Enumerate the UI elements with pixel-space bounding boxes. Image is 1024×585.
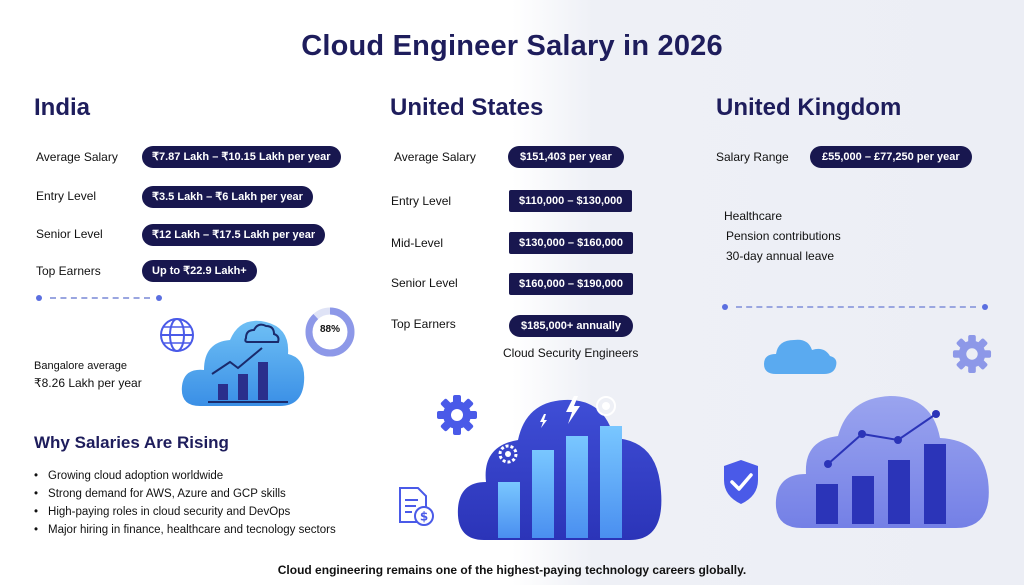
cloud-chart-icon xyxy=(775,396,989,528)
uk-value-range: £55,000 – £77,250 per year xyxy=(810,146,972,168)
city-note: Bangalore average xyxy=(34,360,127,372)
page-title: Cloud Engineer Salary in 2026 xyxy=(301,30,723,62)
lightning-icon xyxy=(540,396,580,428)
india-divider-dot-right xyxy=(156,295,162,301)
why-item: Growing cloud adoption worldwide xyxy=(34,470,336,482)
india-value-top: Up to ₹22.9 Lakh+ xyxy=(142,260,257,282)
us-value-entry: $110,000 – $130,000 xyxy=(509,190,633,212)
gear-icon xyxy=(952,334,992,374)
document-dollar-icon: $ xyxy=(399,487,434,526)
us-value-mid: $130,000 – $160,000 xyxy=(509,232,633,254)
globe-icon xyxy=(160,318,194,352)
gauge-label: 88% xyxy=(319,324,340,335)
why-item: Major hiring in finance, healthcare and … xyxy=(34,524,336,536)
uk-perk: 30-day annual leave xyxy=(726,249,835,263)
us-label-average: Average Salary xyxy=(394,150,476,164)
uk-perk: Pension contributions xyxy=(726,229,841,243)
why-list: Growing cloud adoption worldwide Strong … xyxy=(34,470,336,542)
india-label-entry: Entry Level xyxy=(36,189,97,203)
us-note: Cloud Security Engineers xyxy=(503,346,639,360)
us-label-senior: Senior Level xyxy=(391,276,458,290)
city-value: ₹8.26 Lakh per year xyxy=(34,376,142,390)
india-label-top: Top Earners xyxy=(36,264,101,278)
uk-label-range: Salary Range xyxy=(716,150,789,164)
us-label-mid: Mid-Level xyxy=(391,236,444,250)
us-value-average: $151,403 per year xyxy=(508,146,624,168)
cloud-chart-icon xyxy=(181,320,305,406)
india-divider xyxy=(50,297,150,299)
gear-icon xyxy=(437,395,477,435)
shield-check-icon xyxy=(724,460,758,504)
india-divider-dot-left xyxy=(36,295,42,301)
uk-perk: Healthcare xyxy=(724,209,783,223)
india-value-entry: ₹3.5 Lakh – ₹6 Lakh per year xyxy=(142,186,313,208)
cloud-bars-icon xyxy=(457,396,662,540)
us-value-senior: $160,000 – $190,000 xyxy=(509,273,633,295)
footer-note: Cloud engineering remains one of the hig… xyxy=(277,563,747,577)
uk-divider xyxy=(736,306,976,308)
india-value-senior: ₹12 Lakh – ₹17.5 Lakh per year xyxy=(142,224,326,246)
uk-divider-dot-left xyxy=(722,304,728,310)
why-heading: Why Salaries Are Rising xyxy=(34,433,229,452)
why-item: Strong demand for AWS, Azure and GCP ski… xyxy=(34,488,336,500)
india-heading: India xyxy=(34,94,91,121)
india-label-average: Average Salary xyxy=(36,150,118,164)
us-label-top: Top Earners xyxy=(391,317,456,331)
us-value-top: $185,000+ annually xyxy=(509,315,633,337)
us-heading: United States xyxy=(390,94,544,121)
uk-divider-dot-right xyxy=(982,304,988,310)
progress-gauge xyxy=(305,307,355,357)
uk-heading: United Kingdom xyxy=(716,94,902,121)
svg-text:$: $ xyxy=(420,510,428,524)
why-item: High-paying roles in cloud security and … xyxy=(34,506,336,518)
target-icon xyxy=(596,396,616,416)
cloud-icon xyxy=(764,339,837,374)
india-value-average: ₹7.87 Lakh – ₹10.15 Lakh per year xyxy=(142,146,341,168)
india-label-senior: Senior Level xyxy=(36,227,103,241)
us-label-entry: Entry Level xyxy=(391,194,452,208)
